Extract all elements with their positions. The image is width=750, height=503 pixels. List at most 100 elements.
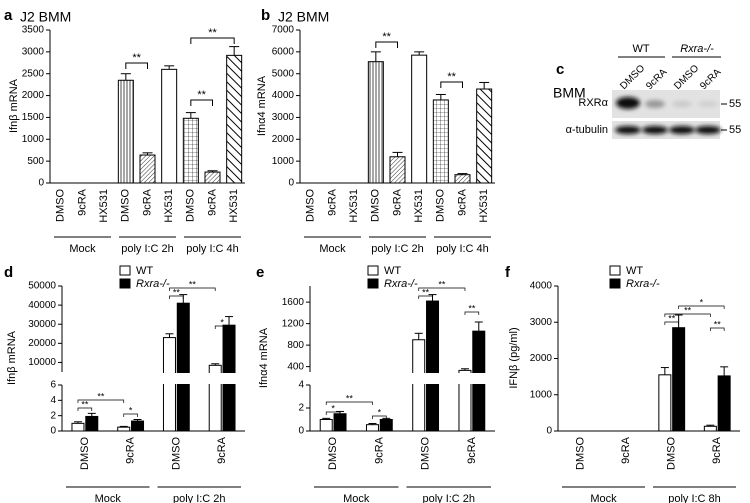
bar xyxy=(71,422,85,432)
x-tick-label: DMSO xyxy=(305,189,317,222)
y-axis-label: IFNβ (pg/ml) xyxy=(508,327,520,388)
x-tick-label: DMSO xyxy=(55,189,67,222)
blot-group: WT xyxy=(632,43,649,55)
lane-label: DMSO xyxy=(618,63,647,92)
y-tick-label: 1000 xyxy=(272,156,295,167)
group-label: poly I:C 4h xyxy=(186,243,239,255)
chart-title: J2 BMM xyxy=(278,9,329,25)
legend-label: Rxra-/- xyxy=(384,278,418,290)
group-label: Mock xyxy=(590,493,617,503)
x-tick-label: DMSO xyxy=(79,437,91,470)
axis-break xyxy=(304,373,497,384)
blot-panel: c BMM WT Rxra-/- DMSO 9cRA DMSO 9cRA RXR… xyxy=(553,43,741,139)
y-tick-label: 6 xyxy=(50,380,56,391)
significance-bracket xyxy=(169,295,184,299)
y-tick-label: 30000 xyxy=(28,319,56,330)
y-tick-label: 0 xyxy=(546,426,552,437)
band xyxy=(672,101,692,107)
significance-bracket xyxy=(190,99,213,106)
panel-label: d xyxy=(4,264,13,281)
legend-label: WT xyxy=(626,265,643,277)
panel-label: c xyxy=(556,61,564,78)
bar xyxy=(658,374,672,432)
x-tick-label: DMSO xyxy=(575,437,587,470)
chart-title: J2 BMM xyxy=(20,9,71,25)
legend-label: Rxra-/- xyxy=(626,278,660,290)
significance-bracket xyxy=(464,311,480,315)
significance-label: ** xyxy=(714,319,722,329)
x-tick-label: 9cRA xyxy=(326,188,338,216)
x-tick-label: 9cRA xyxy=(373,436,385,464)
y-tick-label: 10000 xyxy=(28,357,56,368)
significance-label: ** xyxy=(382,31,391,43)
bar xyxy=(117,79,134,184)
lane-label: DMSO xyxy=(672,63,701,92)
y-tick-label: 4 xyxy=(50,395,56,406)
x-tick-label: DMSO xyxy=(370,189,382,222)
x-tick-label: 9cRA xyxy=(141,188,153,216)
bar xyxy=(85,415,99,432)
y-tick-label: 3000 xyxy=(22,46,45,57)
significance-label: ** xyxy=(97,391,105,401)
y-tick-label: 3000 xyxy=(530,317,553,328)
y-axis-label: Ifnβ mRNA xyxy=(6,330,18,385)
x-tick-label: DMSO xyxy=(120,189,132,222)
bar xyxy=(117,426,131,432)
y-tick-label: 2 xyxy=(298,403,304,414)
y-tick-label: 500 xyxy=(27,156,44,167)
x-tick-label: DMSO xyxy=(170,437,182,470)
marker-label: 55 xyxy=(729,98,741,110)
band xyxy=(615,126,641,134)
legend-label: WT xyxy=(136,265,153,277)
x-tick-label: DMSO xyxy=(185,189,197,222)
significance-bracket xyxy=(123,413,138,417)
legend-swatch xyxy=(119,265,131,276)
legend-label: Rxra-/- xyxy=(136,278,170,290)
x-tick-label: 9cRA xyxy=(206,188,218,216)
blot-title: BMM xyxy=(553,85,586,101)
significance-label: ** xyxy=(422,287,430,297)
y-tick-label: 4000 xyxy=(530,281,553,292)
band xyxy=(616,97,640,109)
significance-bracket xyxy=(77,407,93,411)
y-tick-label: 20000 xyxy=(28,338,56,349)
band xyxy=(698,101,718,107)
x-tick-label: 9cRA xyxy=(216,436,228,464)
bar xyxy=(703,425,717,432)
significance-bracket xyxy=(664,313,711,317)
y-axis-label: Ifnα4 mRNA xyxy=(258,327,270,388)
legend-swatch xyxy=(367,265,379,276)
significance-bracket xyxy=(375,41,398,48)
significance-bracket xyxy=(169,287,216,291)
x-tick-label: DMSO xyxy=(327,437,339,470)
panel-label: a xyxy=(4,7,13,24)
y-axis-label: Ifnβ mRNA xyxy=(8,78,20,133)
bar xyxy=(411,54,428,184)
x-tick-label: 9cRA xyxy=(456,188,468,216)
bar xyxy=(412,339,426,432)
y-tick-label: 7000 xyxy=(272,25,295,36)
y-tick-label: 40000 xyxy=(28,300,56,311)
significance-label: ** xyxy=(447,71,456,83)
axis-break xyxy=(56,373,247,384)
significance-label: ** xyxy=(81,399,89,409)
significance-bracket xyxy=(440,81,463,88)
x-tick-label: 9cRA xyxy=(391,188,403,216)
y-tick-label: 2500 xyxy=(22,68,45,79)
y-tick-label: 3500 xyxy=(22,25,45,36)
significance-bracket xyxy=(372,415,387,419)
bar xyxy=(182,117,199,184)
group-label: poly I:C 2h xyxy=(371,243,424,255)
panel-label: f xyxy=(505,264,511,281)
bar xyxy=(476,88,493,184)
band xyxy=(645,100,665,108)
y-tick-label: 2 xyxy=(50,410,56,421)
group-label: poly I:C 8h xyxy=(668,493,721,503)
significance-label: * xyxy=(129,405,133,415)
marker-label: 55 xyxy=(729,124,741,136)
significance-label: ** xyxy=(189,279,197,289)
x-tick-label: HX531 xyxy=(163,189,175,223)
bar xyxy=(454,174,471,184)
significance-label: ** xyxy=(346,393,354,403)
